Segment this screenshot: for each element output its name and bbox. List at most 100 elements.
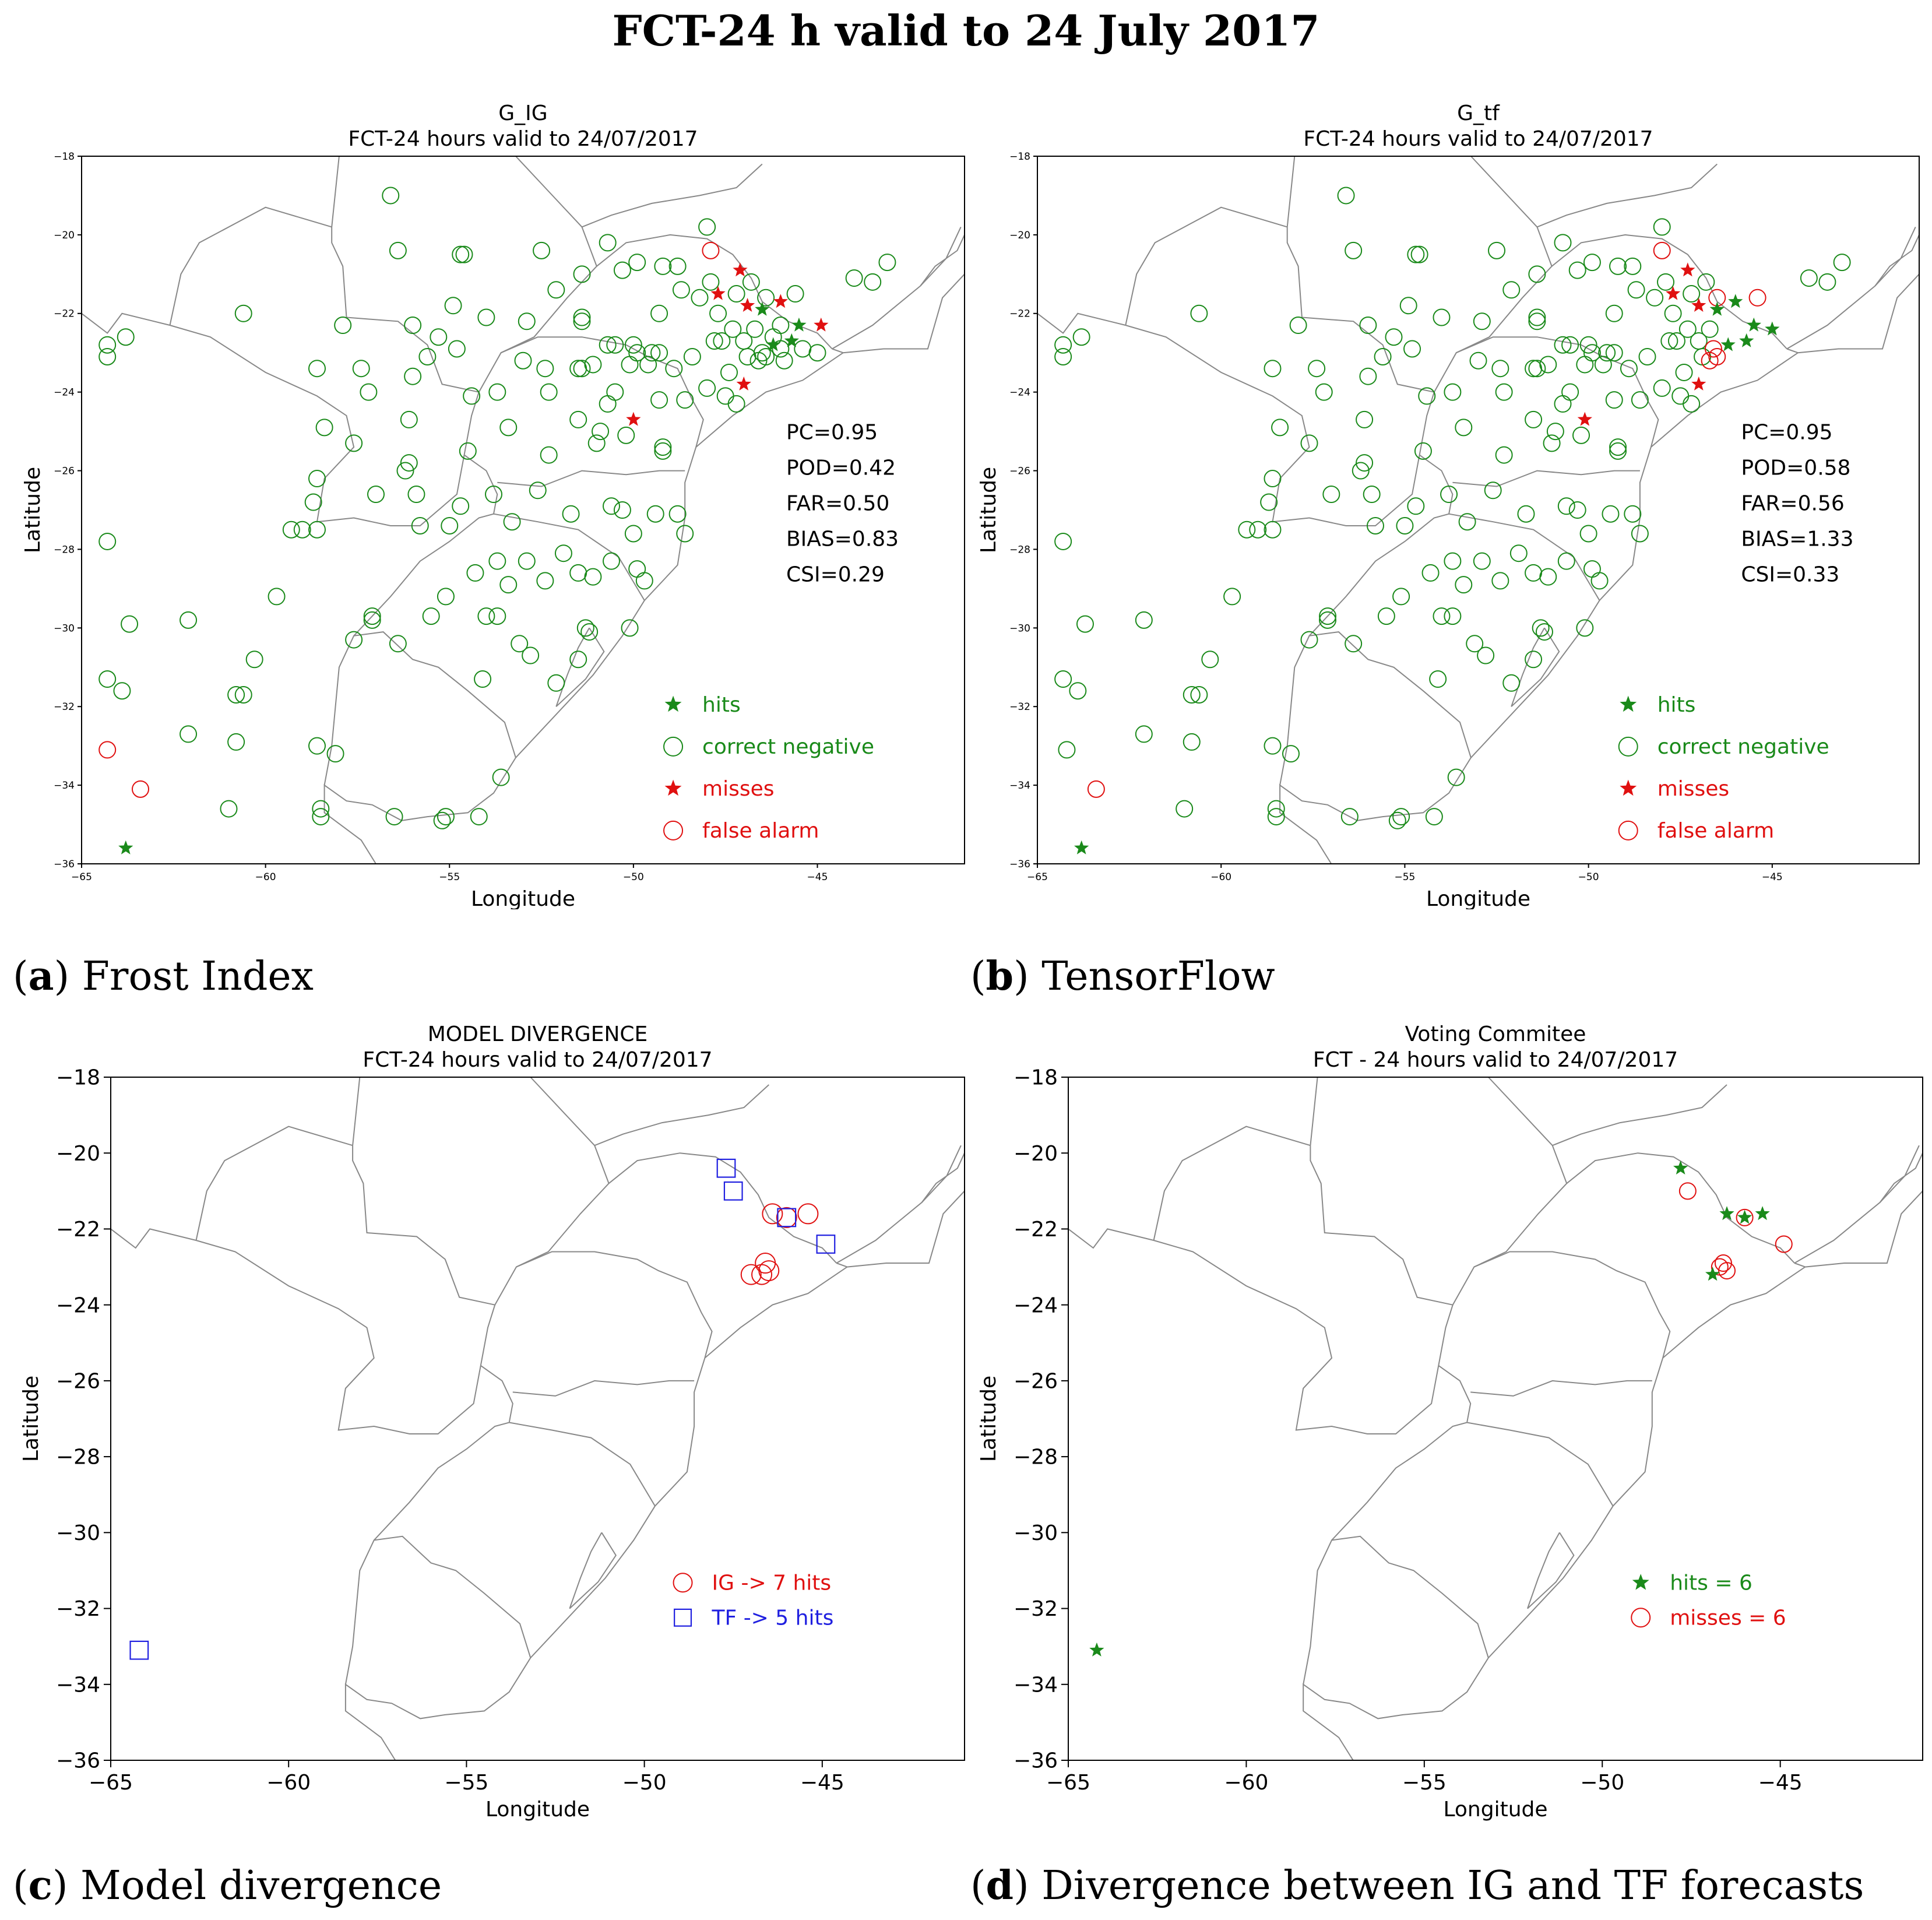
marker-correct-negative bbox=[293, 521, 311, 539]
legend-marker bbox=[663, 736, 684, 757]
marker-hits bbox=[766, 337, 781, 351]
marker-correct-negative bbox=[499, 419, 518, 437]
border-line bbox=[1125, 325, 1420, 526]
marker-correct-negative bbox=[1631, 525, 1649, 543]
legend-label: correct negative bbox=[702, 735, 874, 759]
marker-correct-negative bbox=[511, 635, 529, 653]
marker-correct-negative bbox=[1054, 347, 1072, 365]
marker-correct-negative bbox=[599, 336, 617, 354]
marker-correct-negative bbox=[466, 564, 484, 582]
marker-correct-negative bbox=[613, 261, 631, 279]
border-line bbox=[493, 513, 645, 601]
marker-correct-negative bbox=[654, 257, 672, 275]
marker-correct-negative bbox=[621, 619, 639, 637]
marker-correct-negative bbox=[1528, 360, 1546, 378]
marker-correct-negative bbox=[459, 442, 477, 460]
border-line bbox=[1433, 156, 1553, 393]
marker-correct-negative bbox=[573, 265, 591, 283]
marker-correct-negative bbox=[1683, 285, 1701, 303]
marker-correct-negative bbox=[1509, 544, 1528, 562]
marker-hits-6 bbox=[1755, 1206, 1770, 1221]
marker-correct-negative bbox=[746, 320, 764, 338]
y-tick-label: −20 bbox=[1013, 1142, 1058, 1166]
marker-correct-negative bbox=[407, 486, 425, 504]
marker-hits-6 bbox=[1719, 1206, 1734, 1221]
marker-correct-negative bbox=[1528, 312, 1546, 330]
border-line bbox=[331, 156, 340, 227]
marker-misses bbox=[626, 412, 641, 426]
border-line bbox=[1303, 1190, 1923, 1761]
marker-correct-negative bbox=[1678, 320, 1697, 338]
marker-correct-negative bbox=[603, 552, 620, 570]
caption-b: (b) TensorFlow bbox=[970, 953, 1275, 1000]
marker-correct-negative bbox=[1356, 454, 1374, 472]
marker-correct-negative bbox=[584, 568, 602, 586]
border-line bbox=[501, 336, 704, 448]
marker-correct-negative bbox=[1264, 360, 1282, 378]
border-line bbox=[1527, 1532, 1575, 1609]
marker-correct-negative bbox=[1502, 281, 1521, 299]
legend-marker bbox=[1618, 820, 1638, 841]
marker-correct-negative bbox=[1598, 344, 1616, 362]
marker-correct-negative bbox=[536, 360, 554, 378]
y-tick-label: −26 bbox=[1009, 466, 1030, 477]
marker-correct-negative bbox=[113, 682, 131, 700]
marker-correct-negative bbox=[1557, 552, 1575, 570]
border-line bbox=[1473, 1251, 1671, 1359]
border-line bbox=[195, 1126, 353, 1241]
chart-title: Voting Commitee bbox=[1405, 1022, 1586, 1046]
marker-hits bbox=[1074, 840, 1089, 854]
marker-correct-negative bbox=[547, 674, 565, 692]
marker-correct-negative bbox=[1609, 438, 1627, 456]
marker-correct-negative bbox=[1377, 607, 1395, 625]
legend-label: hits bbox=[1657, 693, 1696, 717]
marker-misses bbox=[740, 298, 755, 312]
marker-correct-negative bbox=[628, 560, 646, 578]
marker-correct-negative bbox=[1605, 344, 1623, 362]
marker-correct-negative bbox=[1076, 615, 1094, 633]
marker-correct-negative bbox=[1528, 308, 1546, 326]
y-tick-label: −32 bbox=[1009, 701, 1030, 713]
marker-correct-negative bbox=[698, 218, 716, 236]
marker-correct-negative bbox=[98, 336, 117, 354]
plot-frame bbox=[110, 1077, 965, 1761]
y-tick-label: −32 bbox=[56, 1597, 100, 1621]
border-line bbox=[832, 348, 844, 354]
marker-correct-negative bbox=[1624, 505, 1642, 523]
marker-correct-negative bbox=[727, 395, 745, 413]
marker-correct-negative bbox=[1579, 336, 1597, 354]
marker-correct-negative bbox=[1488, 241, 1506, 259]
marker-correct-negative bbox=[396, 462, 414, 480]
marker-correct-negative bbox=[1554, 336, 1572, 354]
data-points bbox=[98, 187, 896, 854]
marker-correct-negative bbox=[1568, 261, 1586, 279]
marker-correct-negative bbox=[665, 360, 683, 378]
legend-marker bbox=[1632, 1574, 1649, 1590]
data-points bbox=[1054, 187, 1851, 854]
legend-marker bbox=[663, 820, 684, 841]
marker-correct-negative bbox=[878, 254, 896, 272]
marker-correct-negative bbox=[312, 808, 330, 826]
marker-correct-negative bbox=[1602, 505, 1620, 523]
marker-correct-negative bbox=[452, 497, 470, 515]
caption-c: (c) Model divergence bbox=[13, 1862, 442, 1909]
border-line bbox=[1874, 226, 1916, 287]
marker-correct-negative bbox=[691, 289, 709, 307]
chart-title: G_IG bbox=[498, 101, 547, 125]
border-line bbox=[1786, 348, 1799, 354]
marker-correct-negative bbox=[268, 588, 286, 606]
marker-correct-negative bbox=[628, 254, 646, 272]
border-line bbox=[352, 1077, 361, 1146]
marker-correct-negative bbox=[1410, 245, 1428, 263]
marker-correct-negative bbox=[1414, 442, 1432, 460]
marker-correct-negative bbox=[757, 347, 775, 365]
chart-subtitle: FCT-24 hours valid to 24/07/2017 bbox=[348, 127, 698, 151]
marker-correct-negative bbox=[1260, 493, 1278, 511]
x-tick-label: −45 bbox=[807, 871, 828, 883]
marker-correct-negative bbox=[1477, 646, 1495, 664]
marker-hits bbox=[1746, 317, 1761, 332]
y-tick-label: −24 bbox=[1013, 1293, 1058, 1317]
marker-misses bbox=[1577, 412, 1592, 426]
border-line bbox=[1466, 1422, 1614, 1507]
marker-correct-negative bbox=[180, 611, 198, 629]
